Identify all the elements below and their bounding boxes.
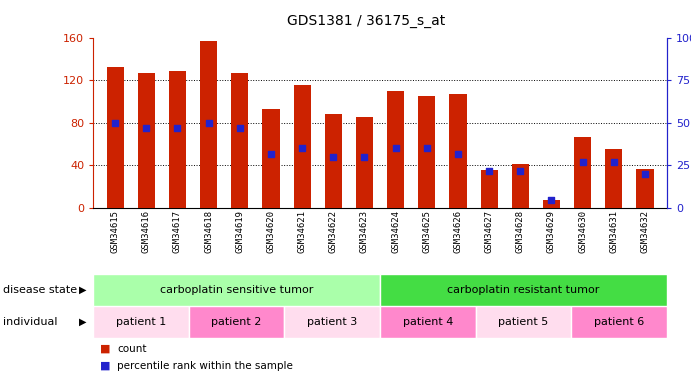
Bar (356, 117, 373, 208)
Text: GSM34625: GSM34625 (422, 210, 431, 253)
Text: patient 4: patient 4 (403, 316, 453, 327)
Point (265, 150, 276, 156)
Text: ■: ■ (100, 344, 111, 354)
Text: carboplatin sensitive tumor: carboplatin sensitive tumor (160, 285, 313, 295)
Point (546, 196, 557, 202)
Text: GSM34624: GSM34624 (391, 210, 400, 253)
Point (484, 168, 495, 174)
Text: patient 2: patient 2 (211, 316, 262, 327)
Point (639, 171, 650, 177)
Text: GSM34631: GSM34631 (609, 210, 618, 253)
Text: GSM34617: GSM34617 (173, 210, 182, 253)
Bar (93, 274, 380, 306)
Text: count: count (117, 344, 147, 354)
Bar (605, 150, 623, 208)
Bar (380, 274, 667, 306)
Bar (106, 68, 124, 208)
Text: GSM34626: GSM34626 (453, 210, 462, 253)
Bar (138, 73, 155, 208)
Text: GSM34621: GSM34621 (298, 210, 307, 253)
Bar (512, 164, 529, 208)
Bar (200, 41, 217, 208)
Text: GSM34620: GSM34620 (267, 210, 276, 253)
Point (172, 125, 183, 131)
Bar (475, 306, 571, 338)
Bar (449, 94, 466, 208)
Text: GDS1381 / 36175_s_at: GDS1381 / 36175_s_at (287, 14, 446, 28)
Point (141, 125, 152, 131)
Bar (543, 200, 560, 208)
Text: patient 1: patient 1 (116, 316, 167, 327)
Bar (636, 169, 654, 208)
Text: disease state: disease state (3, 285, 77, 295)
Bar (480, 170, 498, 208)
Point (328, 154, 339, 160)
Text: GSM34619: GSM34619 (235, 210, 245, 253)
Point (110, 120, 121, 126)
Bar (574, 136, 591, 208)
Point (203, 120, 214, 126)
Point (608, 159, 619, 165)
Text: GSM34632: GSM34632 (641, 210, 650, 253)
Text: GSM34622: GSM34622 (329, 210, 338, 253)
Bar (380, 306, 475, 338)
Text: individual: individual (3, 316, 58, 327)
Text: ▶: ▶ (79, 316, 86, 327)
Point (296, 146, 307, 152)
Text: GSM34618: GSM34618 (204, 210, 213, 253)
Text: GSM34615: GSM34615 (111, 210, 120, 253)
Point (577, 159, 588, 165)
Bar (387, 91, 404, 208)
Point (234, 125, 245, 131)
Point (453, 150, 464, 156)
Text: patient 5: patient 5 (498, 316, 549, 327)
Bar (325, 114, 342, 208)
Text: ■: ■ (100, 361, 111, 370)
Bar (169, 70, 186, 208)
Point (422, 146, 433, 152)
Text: GSM34627: GSM34627 (484, 210, 493, 253)
Text: GSM34616: GSM34616 (142, 210, 151, 253)
Text: GSM34628: GSM34628 (515, 210, 525, 253)
Text: GSM34630: GSM34630 (578, 210, 587, 253)
Bar (285, 306, 380, 338)
Text: ▶: ▶ (79, 285, 86, 295)
Bar (418, 96, 435, 208)
Bar (231, 73, 248, 208)
Text: GSM34623: GSM34623 (360, 210, 369, 253)
Bar (571, 306, 667, 338)
Point (390, 146, 401, 152)
Text: patient 6: patient 6 (594, 316, 644, 327)
Text: carboplatin resistant tumor: carboplatin resistant tumor (447, 285, 600, 295)
Text: patient 3: patient 3 (307, 316, 357, 327)
Bar (263, 109, 280, 208)
Point (515, 168, 526, 174)
Point (359, 154, 370, 160)
Bar (294, 86, 311, 208)
Text: GSM34629: GSM34629 (547, 210, 556, 253)
Bar (189, 306, 285, 338)
Bar (93, 306, 189, 338)
Text: percentile rank within the sample: percentile rank within the sample (117, 361, 294, 370)
